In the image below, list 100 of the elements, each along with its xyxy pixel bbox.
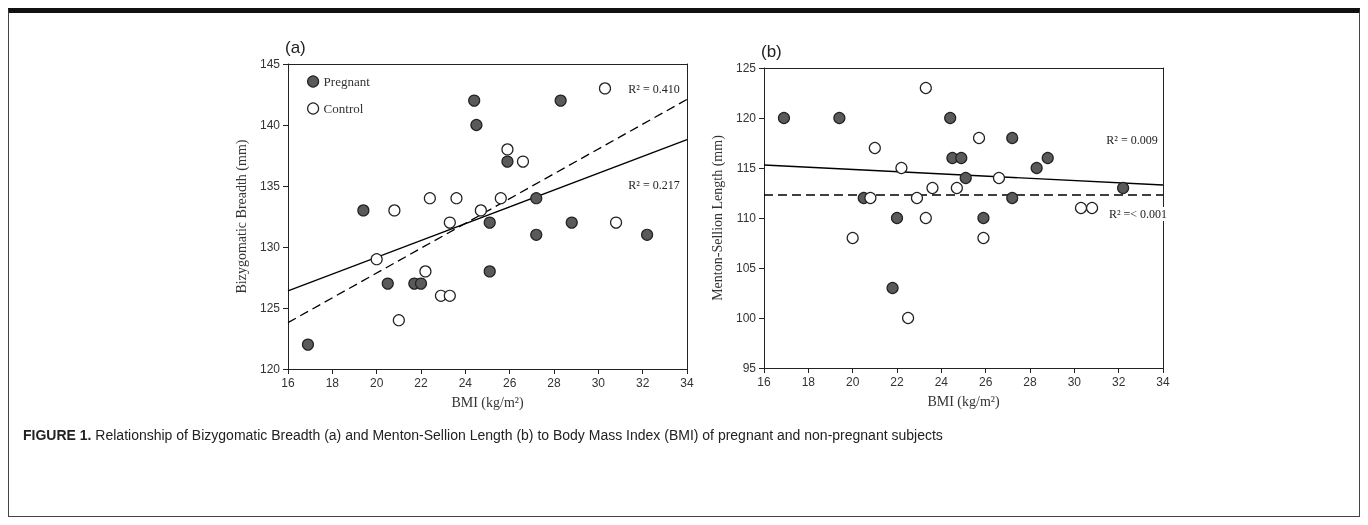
- y-tick-label: 120: [259, 362, 281, 376]
- point: [443, 289, 456, 302]
- y-axis-title: Bizygomatic Breadth (mm): [233, 139, 250, 294]
- y-tick-label: 100: [735, 311, 757, 325]
- point: [530, 228, 543, 241]
- y-tick-label: 120: [735, 111, 757, 125]
- point: [992, 171, 1006, 185]
- point: [1085, 201, 1099, 215]
- point: [926, 181, 939, 195]
- y-tick-label: 125: [259, 301, 281, 315]
- point: [474, 204, 487, 217]
- point: [1006, 131, 1019, 145]
- x-tick-label: 20: [369, 376, 384, 390]
- point: [959, 171, 972, 185]
- x-tick-label: 26: [978, 375, 993, 389]
- point: [846, 231, 859, 245]
- y-tick-label: 130: [259, 240, 281, 254]
- point: [419, 265, 432, 278]
- x-tick-label: 24: [458, 376, 473, 390]
- y-axis-title: Menton-Sellion Length (mm): [709, 134, 726, 301]
- point: [483, 265, 496, 278]
- x-tick-label: 34: [680, 376, 694, 390]
- legend-label: Control: [323, 101, 364, 116]
- point: [370, 253, 383, 266]
- legend-label: Pregnant: [323, 74, 371, 89]
- point: [1030, 161, 1043, 175]
- x-tick-label: 18: [801, 375, 816, 389]
- x-tick-label: 32: [1111, 375, 1126, 389]
- point: [501, 143, 514, 156]
- y-tick-label: 110: [736, 211, 757, 225]
- point: [1006, 191, 1019, 205]
- point: [501, 155, 514, 168]
- point: [950, 181, 963, 195]
- point: [530, 192, 543, 205]
- chart-title: (a): [285, 38, 306, 57]
- annotation: R² = 0.410: [628, 82, 680, 96]
- x-tick-label: 28: [1023, 375, 1037, 389]
- point: [955, 151, 968, 165]
- x-tick-label: 22: [890, 375, 904, 389]
- y-tick-label: 125: [735, 61, 757, 75]
- y-tick-label: 140: [259, 118, 281, 132]
- point: [864, 191, 877, 205]
- x-tick-label: 34: [1156, 375, 1170, 389]
- point: [1041, 151, 1054, 165]
- annotation: R² =< 0.001: [1108, 207, 1168, 221]
- point: [381, 277, 394, 290]
- point: [919, 81, 932, 95]
- point: [392, 314, 405, 327]
- point: [777, 111, 791, 125]
- x-tick-label: 30: [591, 376, 606, 390]
- x-tick-label: 18: [325, 376, 340, 390]
- point: [890, 211, 904, 225]
- point: [886, 281, 899, 295]
- point: [388, 204, 401, 217]
- point: [977, 231, 990, 245]
- point: [1117, 181, 1130, 195]
- point: [598, 82, 612, 95]
- y-tick-label: 145: [259, 57, 281, 71]
- x-tick-label: 24: [934, 375, 949, 389]
- point: [443, 216, 456, 229]
- point: [357, 204, 370, 217]
- x-tick-label: 22: [414, 376, 428, 390]
- point: [901, 311, 915, 325]
- point: [972, 131, 986, 145]
- point: [516, 155, 530, 168]
- point: [423, 192, 436, 205]
- point: [414, 277, 428, 290]
- y-tick-label: 95: [742, 361, 757, 375]
- annotation: R² = 0.217: [628, 178, 680, 192]
- point: [895, 161, 908, 175]
- point: [565, 216, 578, 229]
- point: [833, 111, 846, 125]
- annotation: R² = 0.009: [1106, 133, 1158, 147]
- point: [919, 211, 932, 225]
- point: [977, 211, 990, 225]
- x-tick-label: 16: [281, 376, 295, 390]
- point: [470, 118, 483, 132]
- point: [868, 141, 881, 155]
- x-axis-title: BMI (kg/m²): [927, 393, 1000, 410]
- x-tick-label: 30: [1067, 375, 1082, 389]
- x-tick-label: 26: [502, 376, 517, 390]
- y-tick-label: 115: [736, 161, 757, 175]
- point: [554, 94, 567, 107]
- y-tick-label: 135: [259, 179, 281, 193]
- point: [494, 192, 507, 205]
- chart-title: (b): [761, 42, 782, 61]
- point: [609, 216, 623, 229]
- point: [450, 192, 463, 205]
- x-tick-label: 16: [757, 375, 771, 389]
- point: [641, 228, 654, 241]
- x-axis-title: BMI (kg/m²): [451, 394, 524, 411]
- point: [468, 94, 481, 107]
- point: [301, 338, 315, 351]
- point: [1074, 201, 1088, 215]
- caption: FIGURE 1. Relationship of Bizygomatic Breadth (a) and Menton-Sellion Length (b) to Body Mass Index (BMI) of pregnant and non-pregnant subjects: [23, 427, 943, 443]
- x-tick-label: 20: [845, 375, 860, 389]
- y-tick-label: 105: [735, 261, 757, 275]
- point: [483, 216, 496, 229]
- x-tick-label: 32: [635, 376, 650, 390]
- x-tick-label: 28: [547, 376, 561, 390]
